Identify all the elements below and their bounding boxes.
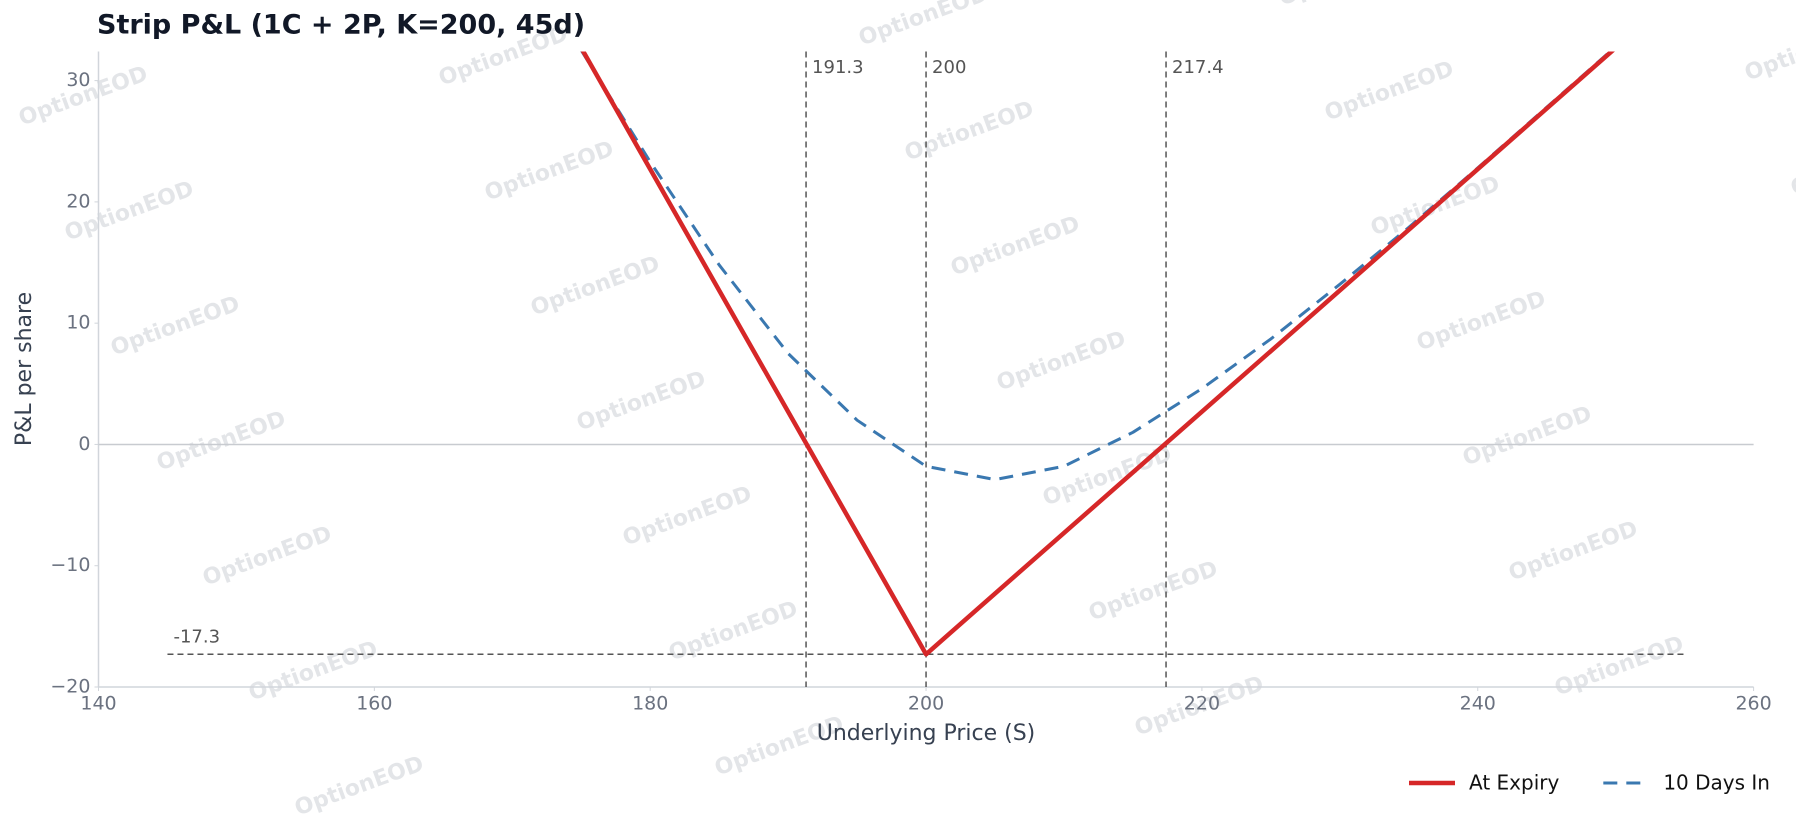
watermark: OptionEOD [1460,402,1596,472]
watermark: OptionEOD [574,367,710,437]
y-tick-label: 30 [66,69,90,91]
y-tick-label: 20 [66,190,90,212]
x-axis-label: Underlying Price (S) [817,721,1036,746]
y-axis-label: P&L per share [12,292,37,446]
y-tick-label: −20 [50,676,90,698]
reference-vline-label: 200 [932,57,966,78]
watermark: OptionEOD [994,327,1130,397]
watermark: OptionEOD [1552,632,1688,702]
reference-vline-label: 217.4 [1172,57,1224,78]
watermark: OptionEOD [1322,57,1458,127]
y-tick-label: −10 [50,554,90,576]
watermark: OptionEOD [902,97,1038,167]
chart-title: Strip P&L (1C + 2P, K=200, 45d) [97,10,585,41]
x-tick-label: 260 [1735,693,1771,715]
watermark: OptionEOD [1788,132,1796,202]
x-tick-label: 240 [1460,693,1496,715]
watermark: OptionEOD [108,292,244,362]
series-line [580,51,1613,482]
watermark: OptionEOD [1086,557,1222,627]
watermark: OptionEOD [1506,517,1642,587]
series-line [580,51,1615,657]
x-tick-label: 180 [632,693,668,715]
watermark: OptionEOD [1414,287,1550,357]
reference-hline-label: -17.3 [173,626,220,647]
x-tick-label: 220 [1184,693,1220,715]
reference-vline-label: 191.3 [812,57,864,78]
y-tick-label: 10 [66,312,90,334]
watermark: OptionEOD [666,597,802,667]
watermark: OptionEOD [1276,0,1412,11]
watermark: OptionEOD [292,752,428,819]
watermark: OptionEOD [154,407,290,477]
y-tick-label: 0 [78,433,90,455]
watermark: OptionEOD [620,482,756,552]
watermark: OptionEOD [200,522,336,592]
watermark: OptionEOD [856,0,992,51]
x-tick-label: 200 [908,693,944,715]
watermark: OptionEOD [1742,17,1796,87]
legend-label: 10 Days In [1663,771,1770,795]
watermark: OptionEOD [528,252,664,322]
x-tick-label: 140 [80,693,116,715]
x-tick-label: 160 [356,693,392,715]
watermark: OptionEOD [948,212,1084,282]
legend-label: At Expiry [1469,771,1559,795]
watermark: OptionEOD [482,137,618,207]
